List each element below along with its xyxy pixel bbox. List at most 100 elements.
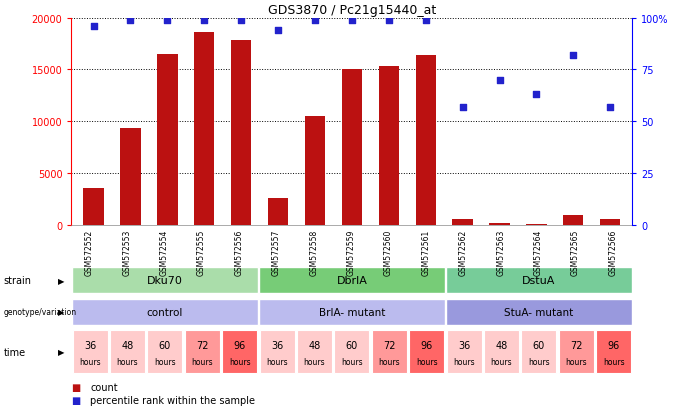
Bar: [259, 299, 445, 325]
Text: hours: hours: [566, 357, 587, 366]
Text: BrlA- mutant: BrlA- mutant: [319, 307, 385, 317]
Bar: [84, 189, 103, 225]
Text: GSM572561: GSM572561: [422, 229, 430, 275]
Text: Dku70: Dku70: [147, 275, 183, 285]
Text: ■: ■: [71, 395, 81, 405]
Bar: [372, 330, 407, 373]
Point: [125, 17, 136, 24]
Point: [236, 17, 247, 24]
Point: [88, 24, 99, 30]
Text: GSM572565: GSM572565: [571, 229, 580, 275]
Bar: [72, 268, 258, 293]
Point: [199, 17, 209, 24]
Bar: [379, 67, 399, 225]
Text: 72: 72: [383, 340, 396, 350]
Point: [568, 52, 579, 59]
Bar: [447, 330, 481, 373]
Bar: [526, 224, 547, 225]
Bar: [73, 330, 107, 373]
Text: GSM572558: GSM572558: [309, 229, 318, 275]
Text: 60: 60: [158, 340, 171, 350]
Text: hours: hours: [229, 357, 250, 366]
Text: 60: 60: [345, 340, 358, 350]
Text: 48: 48: [495, 340, 508, 350]
Text: 48: 48: [308, 340, 321, 350]
Bar: [600, 220, 620, 225]
Bar: [484, 330, 519, 373]
Bar: [259, 268, 445, 293]
Bar: [522, 330, 556, 373]
Bar: [148, 330, 182, 373]
Text: ■: ■: [71, 382, 81, 392]
Text: StuA- mutant: StuA- mutant: [505, 307, 573, 317]
Text: hours: hours: [416, 357, 437, 366]
Text: hours: hours: [117, 357, 138, 366]
Bar: [409, 330, 444, 373]
Bar: [260, 330, 294, 373]
Bar: [452, 220, 473, 225]
Text: DbrlA: DbrlA: [337, 275, 367, 285]
Text: hours: hours: [154, 357, 175, 366]
Point: [309, 17, 320, 24]
Text: GSM572554: GSM572554: [160, 229, 169, 275]
Bar: [110, 330, 145, 373]
Bar: [297, 330, 332, 373]
Text: hours: hours: [528, 357, 549, 366]
Text: hours: hours: [267, 357, 288, 366]
Text: GSM572562: GSM572562: [459, 229, 468, 275]
Text: hours: hours: [491, 357, 512, 366]
Bar: [194, 33, 214, 225]
Bar: [559, 330, 594, 373]
Text: GSM572552: GSM572552: [85, 229, 94, 275]
Point: [494, 77, 505, 84]
Text: percentile rank within the sample: percentile rank within the sample: [90, 395, 256, 405]
Text: GSM572555: GSM572555: [197, 229, 206, 275]
Bar: [596, 330, 631, 373]
Text: GSM572563: GSM572563: [496, 229, 505, 275]
Bar: [185, 330, 220, 373]
Text: control: control: [147, 307, 183, 317]
Text: hours: hours: [304, 357, 325, 366]
Bar: [268, 198, 288, 225]
Text: genotype/variation: genotype/variation: [3, 307, 77, 316]
Point: [457, 104, 468, 111]
Bar: [231, 41, 252, 225]
Text: 96: 96: [420, 340, 433, 350]
Point: [420, 17, 431, 24]
Text: strain: strain: [3, 275, 31, 285]
Bar: [446, 299, 632, 325]
Text: 72: 72: [570, 340, 583, 350]
Bar: [222, 330, 257, 373]
Text: hours: hours: [454, 357, 475, 366]
Bar: [72, 299, 258, 325]
Text: 96: 96: [233, 340, 246, 350]
Text: GSM572557: GSM572557: [272, 229, 281, 275]
Bar: [490, 223, 510, 225]
Text: 36: 36: [458, 340, 471, 350]
Bar: [342, 70, 362, 225]
Text: hours: hours: [341, 357, 362, 366]
Bar: [335, 330, 369, 373]
Text: hours: hours: [379, 357, 400, 366]
Text: 48: 48: [121, 340, 134, 350]
Bar: [120, 129, 141, 225]
Text: GSM572559: GSM572559: [347, 229, 356, 275]
Text: hours: hours: [603, 357, 624, 366]
Bar: [563, 216, 583, 225]
Text: 36: 36: [271, 340, 284, 350]
Text: DstuA: DstuA: [522, 275, 556, 285]
Text: GSM572564: GSM572564: [534, 229, 543, 275]
Text: 60: 60: [532, 340, 545, 350]
Point: [273, 28, 284, 34]
Text: 36: 36: [84, 340, 97, 350]
Point: [346, 17, 358, 24]
Text: 96: 96: [607, 340, 620, 350]
Text: 72: 72: [196, 340, 209, 350]
Point: [384, 17, 394, 24]
Text: GSM572556: GSM572556: [235, 229, 243, 275]
Text: count: count: [90, 382, 118, 392]
Title: GDS3870 / Pc21g15440_at: GDS3870 / Pc21g15440_at: [268, 5, 436, 17]
Text: time: time: [3, 347, 26, 357]
Bar: [157, 55, 177, 225]
Bar: [305, 116, 325, 225]
